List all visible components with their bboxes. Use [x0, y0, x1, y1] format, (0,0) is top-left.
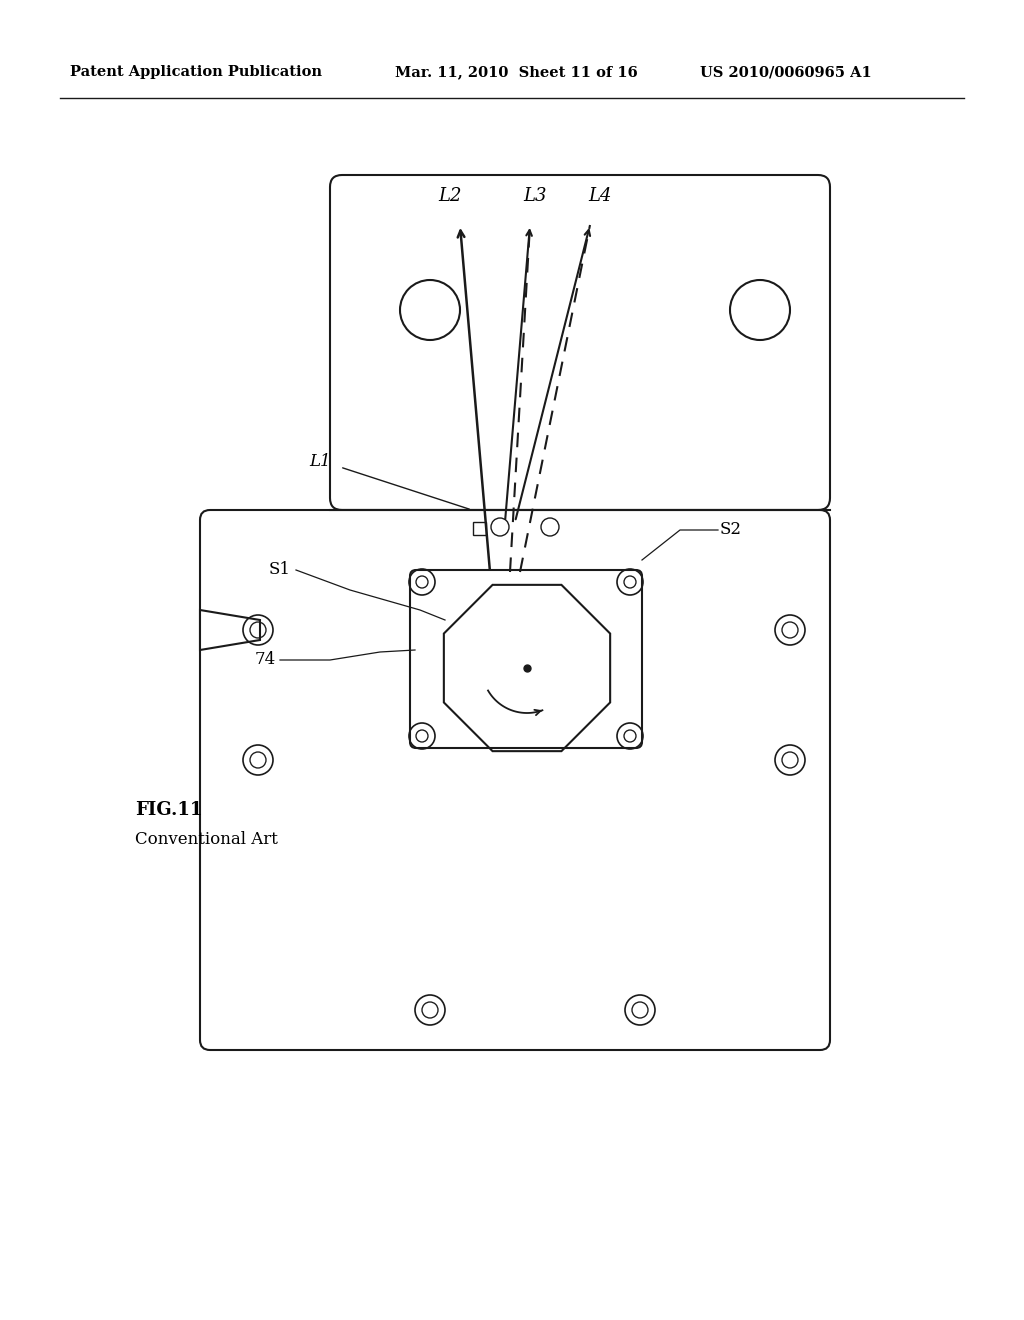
Text: US 2010/0060965 A1: US 2010/0060965 A1 [700, 65, 871, 79]
Text: Conventional Art: Conventional Art [135, 832, 278, 849]
Text: S1: S1 [269, 561, 291, 578]
Text: L4: L4 [588, 187, 611, 205]
FancyBboxPatch shape [410, 570, 642, 748]
Bar [473, 521, 486, 535]
Text: S2: S2 [720, 521, 742, 539]
FancyBboxPatch shape [330, 176, 830, 510]
Text: Patent Application Publication: Patent Application Publication [70, 65, 322, 79]
FancyBboxPatch shape [200, 510, 830, 1049]
Text: Mar. 11, 2010  Sheet 11 of 16: Mar. 11, 2010 Sheet 11 of 16 [395, 65, 638, 79]
Text: L1: L1 [309, 454, 331, 470]
Text: L3: L3 [523, 187, 547, 205]
Text: FIG.11: FIG.11 [135, 801, 203, 818]
Text: 74: 74 [254, 652, 275, 668]
Polygon shape [200, 610, 260, 649]
Text: L2: L2 [438, 187, 462, 205]
